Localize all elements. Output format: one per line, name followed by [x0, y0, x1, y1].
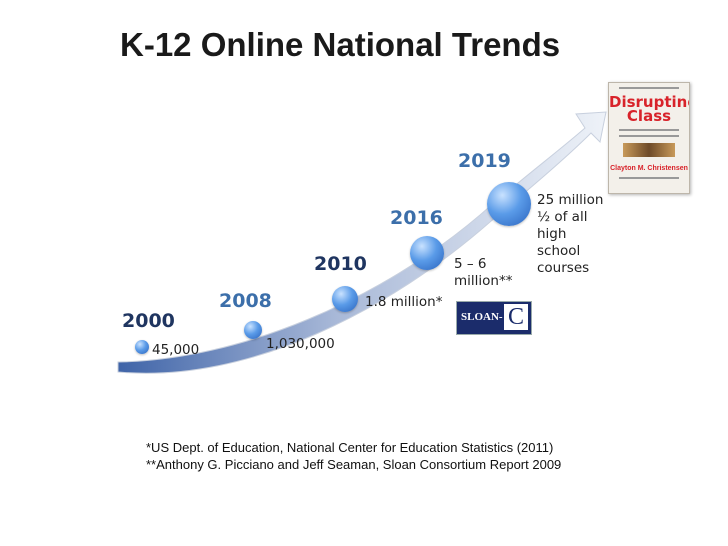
value-label-2000: 45,000 [152, 342, 200, 358]
footnote-2: **Anthony G. Picciano and Jeff Seaman, S… [146, 457, 562, 472]
milestone-node-2019 [487, 182, 531, 226]
value-line: ½ of all [537, 209, 588, 225]
year-label-2016: 2016 [390, 207, 443, 229]
value-line: high [537, 226, 567, 242]
book-blurb-line [619, 87, 679, 89]
year-label-2010: 2010 [314, 253, 367, 275]
book-coauthor-line [619, 177, 679, 179]
value-line: million** [454, 273, 513, 289]
year-label-2019: 2019 [458, 150, 511, 172]
book-subtitle-line [619, 129, 679, 131]
value-line: 5 – 6 [454, 256, 487, 272]
milestone-node-2008 [244, 321, 262, 339]
sloan-logo-letter: C [504, 304, 528, 330]
sloan-consortium-logo: SLOAN- C [456, 301, 532, 335]
book-cover-image: Disrupting Class Clayton M. Christensen [608, 82, 690, 194]
value-line: 25 million [537, 192, 604, 208]
value-label-2010: 1.8 million* [365, 294, 443, 310]
value-label-2008: 1,030,000 [266, 336, 335, 352]
sloan-logo-text: SLOAN- [461, 311, 503, 323]
milestone-node-2010 [332, 286, 358, 312]
book-subtitle-line [619, 135, 679, 137]
page-title: K-12 Online National Trends [120, 26, 561, 63]
footnote-1: *US Dept. of Education, National Center … [146, 440, 554, 455]
book-author: Clayton M. Christensen [610, 165, 688, 172]
value-line: school [537, 243, 581, 259]
value-label-2019: 25 million ½ of all high school courses [537, 192, 603, 277]
year-label-2008: 2008 [219, 290, 272, 312]
year-label-2000: 2000 [122, 310, 175, 332]
value-line: courses [537, 260, 590, 276]
book-title: Disrupting Class [609, 93, 690, 125]
book-cover-illustration [623, 143, 675, 157]
value-label-2016: 5 – 6 million** [454, 256, 512, 290]
milestone-node-2016 [410, 236, 444, 270]
milestone-node-2000 [135, 340, 149, 354]
